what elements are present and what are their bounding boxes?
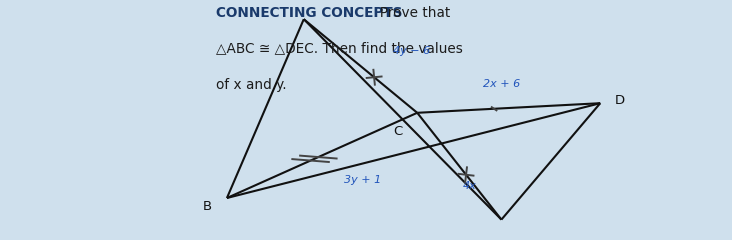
Text: B: B bbox=[203, 200, 212, 213]
Text: △ABC ≅ △DEC. Then find the values: △ABC ≅ △DEC. Then find the values bbox=[216, 41, 463, 55]
Text: Prove that: Prove that bbox=[371, 6, 450, 20]
Text: CONNECTING CONCEPTS: CONNECTING CONCEPTS bbox=[216, 6, 403, 20]
Text: D: D bbox=[615, 94, 625, 107]
Text: 4x: 4x bbox=[463, 180, 477, 191]
Text: 4y − 6: 4y − 6 bbox=[394, 46, 430, 56]
Text: of x and y.: of x and y. bbox=[216, 78, 286, 92]
Text: 2x + 6: 2x + 6 bbox=[483, 79, 520, 89]
Text: 3y + 1: 3y + 1 bbox=[344, 175, 381, 185]
Text: C: C bbox=[393, 125, 403, 138]
